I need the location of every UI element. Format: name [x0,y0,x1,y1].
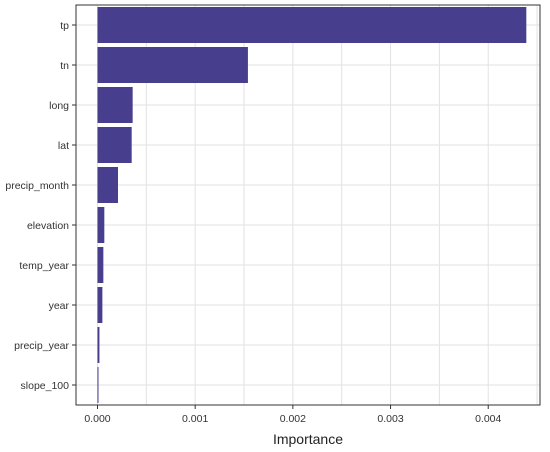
bar-elevation [97,207,105,243]
y-tick-label: year [49,300,70,312]
bar-lat [97,127,132,163]
x-tick-label: 0.000 [84,413,110,425]
bar-temp-year [97,247,104,283]
bar-layer [97,7,527,403]
bar-precip-month [97,167,119,203]
y-tick-label: slope_100 [21,380,70,392]
bar-year [97,287,103,323]
panel-border [75,4,541,406]
x-tick-label: 0.002 [280,413,306,425]
axis-layer: tp tn long lat precip_month elevation temp_yea… [5,20,501,425]
x-axis-label: Importance [273,431,343,447]
y-tick-label: lat [58,140,69,152]
y-tick-label: precip_year [14,340,69,352]
bar-long [97,87,133,123]
y-tick-label: elevation [27,220,69,232]
y-tick-label: tp [60,20,69,32]
bar-tn [97,47,248,83]
y-tick-label: tn [60,60,69,72]
y-tick-label: precip_month [5,180,69,192]
y-tick-label: temp_year [19,260,69,272]
bar-tp [97,7,527,43]
x-tick-label: 0.003 [377,413,403,425]
bar-precip-year [97,327,100,363]
x-tick-label: 0.004 [475,413,501,425]
bar-slope-100 [97,367,99,403]
x-tick-label: 0.001 [182,413,208,425]
y-tick-label: long [49,100,69,112]
